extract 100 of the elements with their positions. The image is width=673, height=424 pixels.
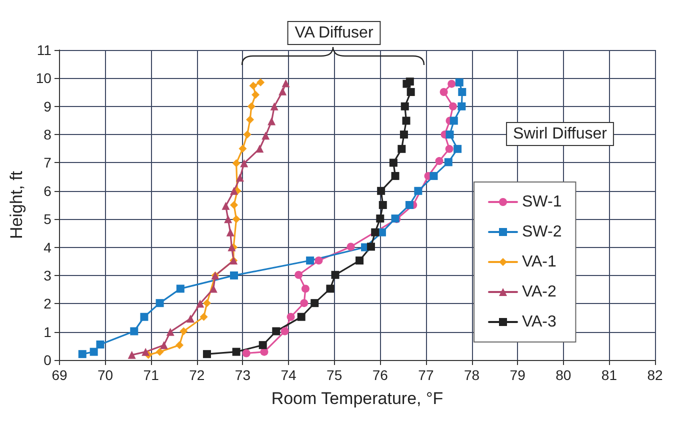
point [128, 350, 136, 359]
x-tick-label: 70 [97, 367, 114, 383]
point [306, 256, 314, 265]
point [156, 348, 164, 356]
legend-label: SW-1 [522, 194, 562, 210]
point [400, 130, 408, 139]
x-tick-label: 76 [372, 367, 388, 383]
point [226, 228, 234, 236]
point [142, 348, 150, 356]
point [249, 82, 258, 90]
point [377, 186, 386, 195]
x-tick-label: 80 [556, 367, 572, 383]
point [314, 256, 323, 265]
point [96, 340, 104, 348]
x-tick-label: 82 [647, 367, 663, 383]
x-tick-label: 77 [418, 367, 434, 383]
point [448, 102, 457, 110]
point [140, 312, 148, 321]
point [398, 144, 406, 153]
point [232, 348, 240, 356]
y-tick-label: 1 [44, 324, 52, 340]
point [450, 116, 458, 125]
point [202, 350, 211, 358]
point [391, 172, 400, 180]
point [246, 116, 254, 124]
point [406, 78, 414, 86]
point [230, 186, 238, 195]
point [240, 159, 248, 168]
point [268, 117, 276, 126]
point [378, 201, 387, 209]
x-tick-label: 69 [52, 367, 68, 383]
point [156, 299, 164, 308]
point [297, 312, 306, 321]
point [236, 174, 244, 182]
annotation: Swirl Diffuser [513, 126, 608, 142]
point [445, 144, 454, 153]
point [202, 299, 211, 308]
point [455, 78, 464, 86]
point [326, 284, 334, 293]
point [272, 327, 280, 336]
point [448, 80, 456, 88]
point [256, 144, 264, 153]
point [166, 328, 174, 336]
legend-label: SW-2 [522, 224, 562, 240]
point [430, 172, 438, 180]
x-tick-label: 73 [234, 367, 251, 383]
point [243, 130, 252, 139]
point [331, 270, 340, 279]
point [200, 312, 208, 321]
point [282, 79, 290, 88]
y-tick-label: 8 [44, 126, 52, 143]
point [130, 327, 138, 336]
legend-label: VA-3 [522, 314, 556, 330]
x-tick-label: 71 [143, 367, 160, 383]
point [310, 299, 319, 308]
point [366, 242, 375, 251]
point [230, 201, 238, 209]
y-axis-title: Height, ft [7, 170, 26, 240]
legend-label: VA-1 [522, 254, 556, 270]
point [406, 88, 415, 96]
point [256, 78, 265, 86]
x-tick-label: 72 [189, 367, 205, 383]
point [389, 158, 398, 167]
x-tick-label: 75 [326, 367, 342, 383]
point [278, 87, 287, 96]
point [262, 132, 270, 140]
y-tick-label: 4 [44, 239, 52, 256]
point [232, 159, 240, 168]
point [180, 327, 188, 336]
point [238, 144, 247, 153]
point [222, 202, 230, 210]
point [280, 327, 289, 336]
point [196, 300, 204, 308]
point [458, 88, 466, 96]
x-tick-label: 78 [464, 367, 480, 383]
text: VA Diffuser [294, 24, 374, 42]
point [400, 102, 409, 110]
point [414, 186, 422, 195]
point [440, 88, 448, 96]
point [444, 158, 452, 166]
point [186, 314, 194, 323]
point [300, 299, 308, 308]
point [232, 215, 240, 224]
point [294, 270, 303, 279]
legend-label: VA-2 [522, 284, 556, 300]
point [356, 256, 364, 265]
x-tick-label: 81 [601, 367, 618, 383]
point [247, 102, 256, 110]
y-tick-label: 6 [44, 182, 52, 199]
point [160, 341, 168, 350]
point [435, 157, 444, 166]
point [458, 102, 466, 110]
point [405, 201, 414, 209]
y-tick-label: 7 [44, 154, 52, 171]
point [176, 284, 184, 293]
point [90, 348, 98, 356]
y-tick-label: 11 [36, 42, 52, 58]
x-tick-label: 74 [280, 367, 297, 383]
y-tick-label: 9 [44, 98, 52, 114]
point [376, 214, 384, 223]
